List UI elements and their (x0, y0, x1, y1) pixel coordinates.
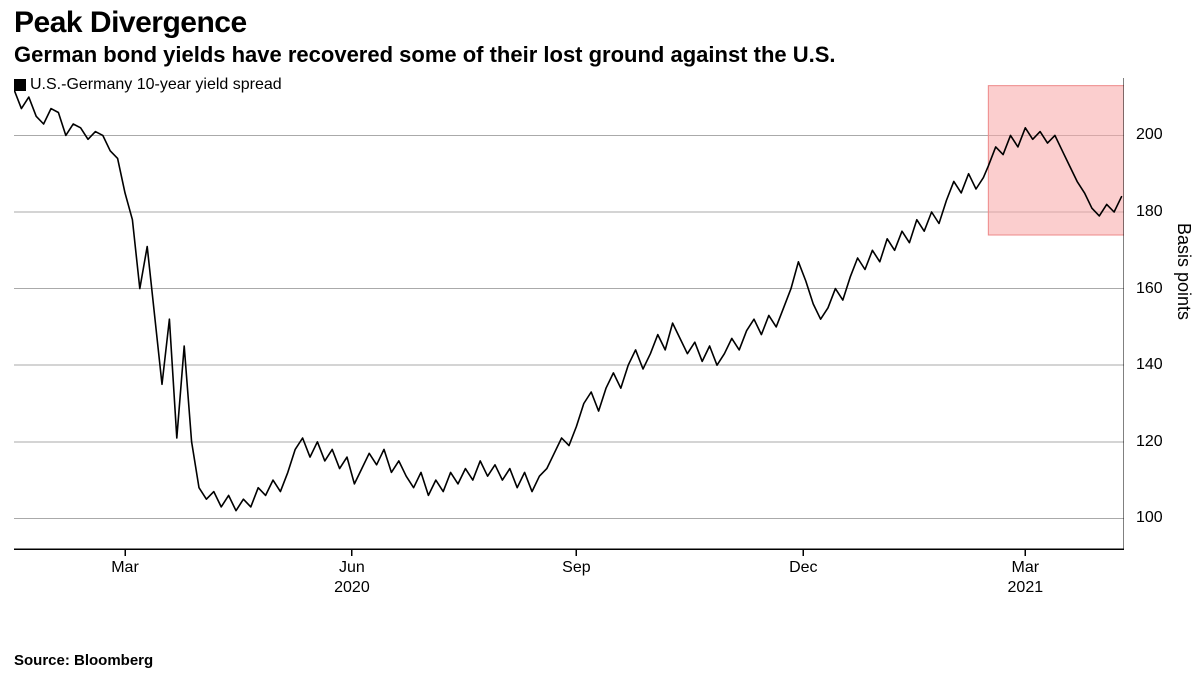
x-tick-label: Sep (562, 559, 590, 577)
x-tick-label: Mar (111, 559, 139, 577)
y-tick-label: 200 (1136, 126, 1163, 144)
y-tick-label: 100 (1136, 509, 1163, 527)
chart-plot-area (14, 74, 1124, 609)
x-tick-year: 2021 (1008, 579, 1044, 597)
x-tick-label: Mar (1012, 559, 1040, 577)
x-tick-year: 2020 (334, 579, 370, 597)
y-tick-label: 160 (1136, 280, 1163, 298)
x-tick-label: Dec (789, 559, 817, 577)
y-tick-label: 180 (1136, 203, 1163, 221)
chart-svg (14, 74, 1124, 609)
y-axis-title: Basis points (1173, 223, 1194, 320)
chart-title: Peak Divergence (14, 6, 247, 40)
chart-subtitle: German bond yields have recovered some o… (14, 42, 836, 68)
y-tick-label: 120 (1136, 433, 1163, 451)
y-tick-label: 140 (1136, 356, 1163, 374)
chart-source: Source: Bloomberg (14, 652, 153, 669)
x-tick-label: Jun (339, 559, 365, 577)
